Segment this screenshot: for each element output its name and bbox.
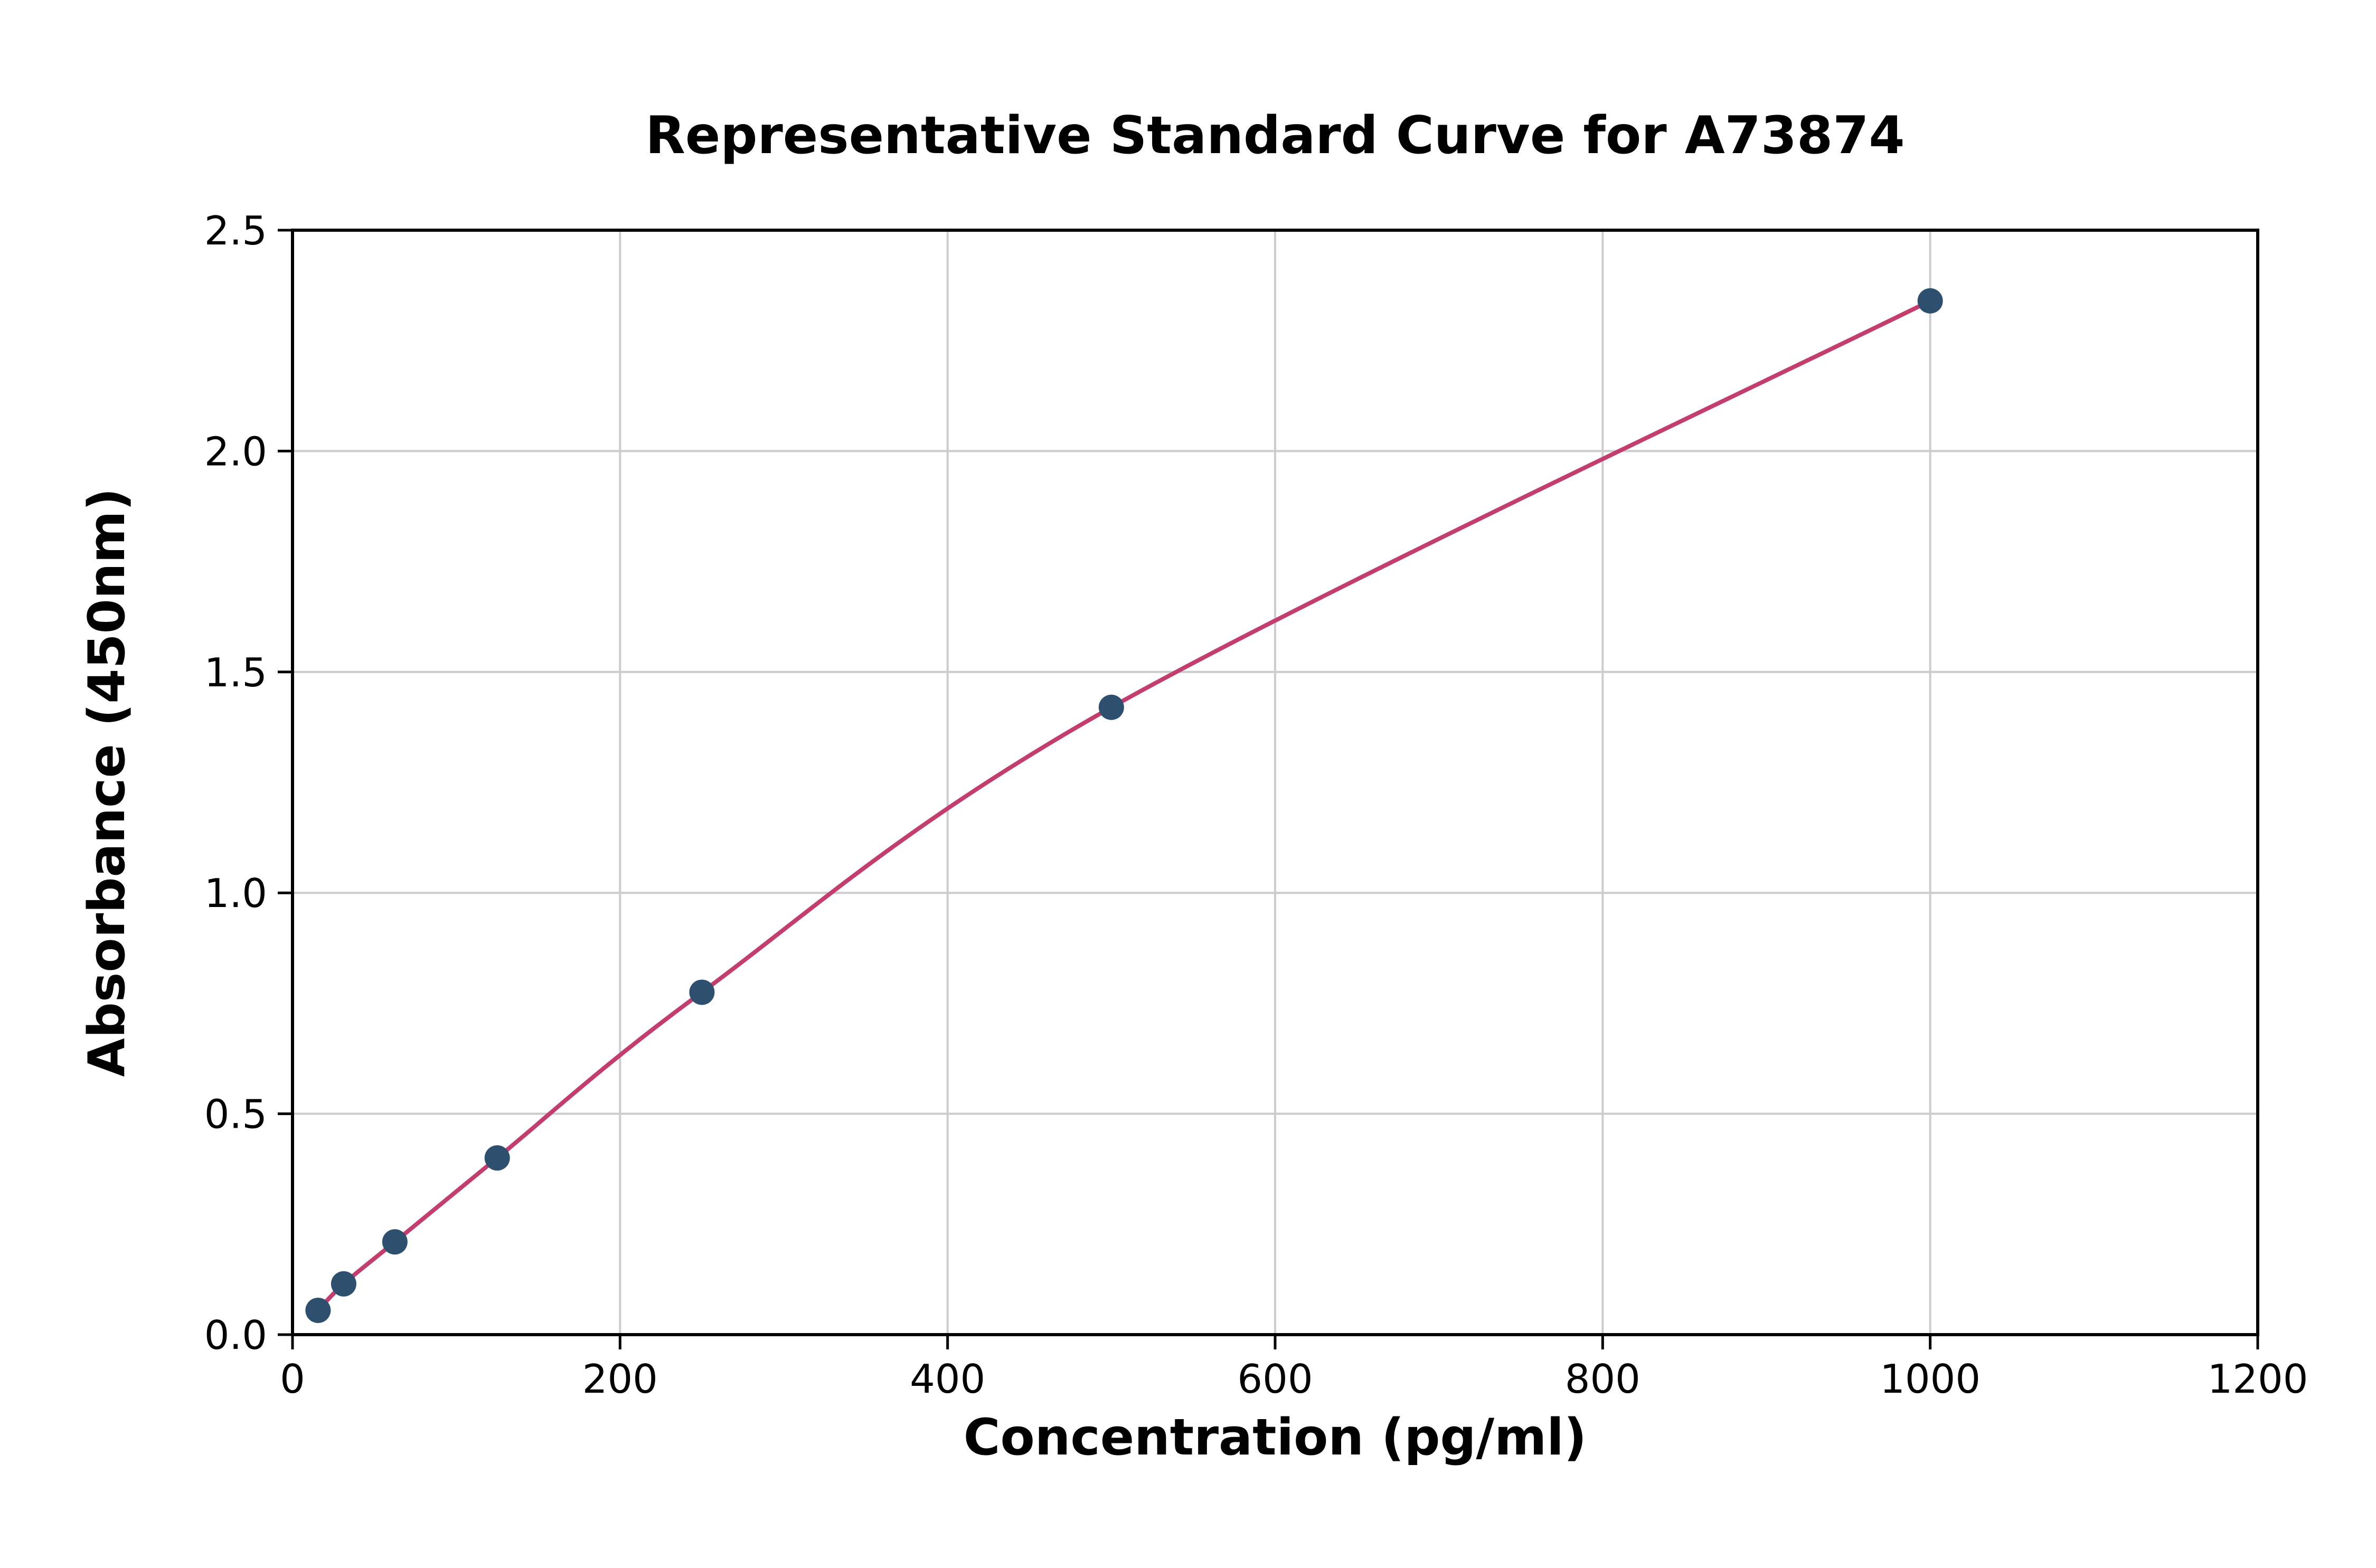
data-point	[1917, 288, 1943, 314]
axis-ticks	[278, 229, 2259, 1349]
data-point	[382, 1229, 408, 1255]
data-point	[484, 1145, 510, 1171]
x-tick-label: 200	[582, 1356, 658, 1402]
tick-labels: 0 200 400 600 800 1000 1200 0.0 0.5 1.0 1.5 2.0 2.5	[204, 207, 2308, 1402]
data-point	[331, 1271, 356, 1297]
x-axis-label: Concentration (pg/ml)	[964, 1409, 1587, 1467]
x-tick-label: 800	[1565, 1356, 1640, 1402]
y-tick-label: 0.5	[204, 1091, 267, 1138]
y-tick-label: 0.0	[204, 1312, 267, 1358]
y-tick-label: 2.5	[204, 207, 267, 254]
data-point	[689, 979, 715, 1005]
data-points	[305, 288, 1943, 1323]
y-axis-label: Absorbance (450nm)	[78, 488, 136, 1077]
x-tick-label: 1200	[2208, 1356, 2308, 1402]
chart-title: Representative Standard Curve for A73874	[645, 106, 1904, 166]
x-tick-label: 0	[280, 1356, 305, 1402]
data-point	[1098, 694, 1124, 720]
x-tick-label: 600	[1237, 1356, 1313, 1402]
y-tick-label: 1.0	[204, 870, 267, 917]
data-point	[305, 1297, 331, 1323]
x-tick-label: 400	[910, 1356, 985, 1402]
x-tick-label: 1000	[1880, 1356, 1981, 1402]
y-tick-label: 1.5	[204, 649, 267, 696]
y-tick-label: 2.0	[204, 428, 267, 475]
